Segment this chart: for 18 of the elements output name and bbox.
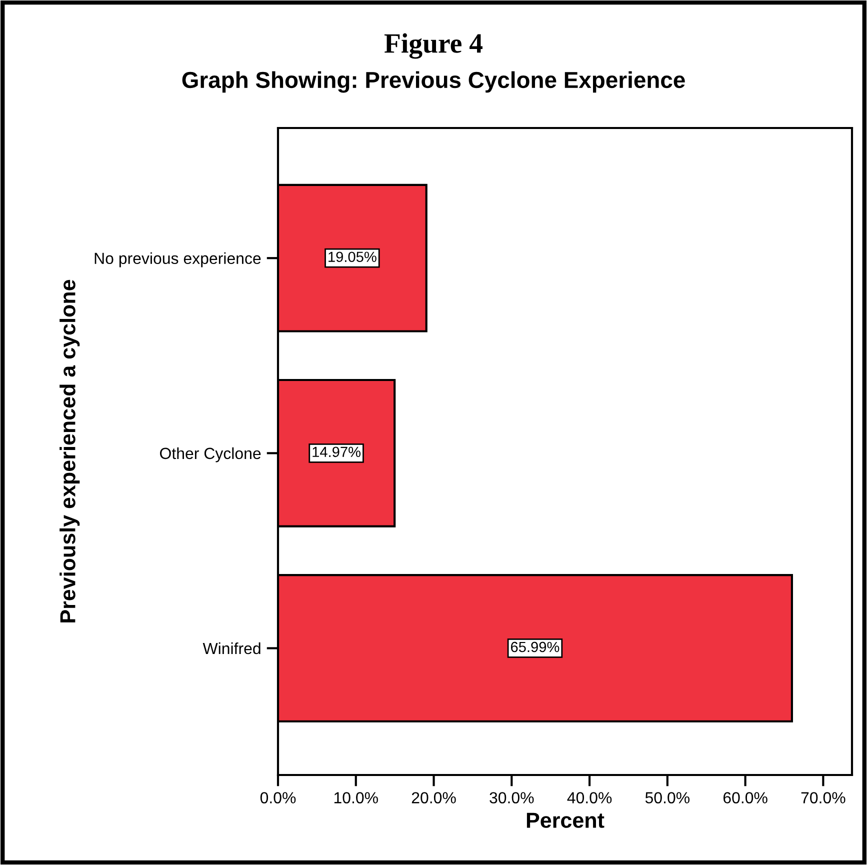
x-tick-label: 60.0% <box>723 792 768 804</box>
y-axis-title: Previously experienced a cyclone <box>60 280 80 622</box>
x-tick-label: 10.0% <box>334 792 378 804</box>
x-axis-title: Percent <box>526 812 604 828</box>
data-label: 65.99% <box>510 642 560 652</box>
x-tick-label: 30.0% <box>490 792 534 804</box>
chart-subtitle: Graph Showing: Previous Cyclone Experience <box>182 71 685 93</box>
chart-title: Figure 4 <box>384 33 482 59</box>
data-label: 14.97% <box>312 446 361 458</box>
y-tick-label: No previous experience <box>94 252 261 268</box>
x-tick-label: 50.0% <box>645 792 690 804</box>
y-tick-label: Winifred <box>202 642 260 654</box>
x-tick-label: 0.0% <box>260 792 296 804</box>
x-tick-label: 20.0% <box>412 792 456 804</box>
x-tick-label: 40.0% <box>567 792 612 804</box>
data-label: 19.05% <box>328 252 376 262</box>
x-tick-label: 70.0% <box>801 792 846 804</box>
y-tick-label: Other Cyclone <box>160 447 261 462</box>
